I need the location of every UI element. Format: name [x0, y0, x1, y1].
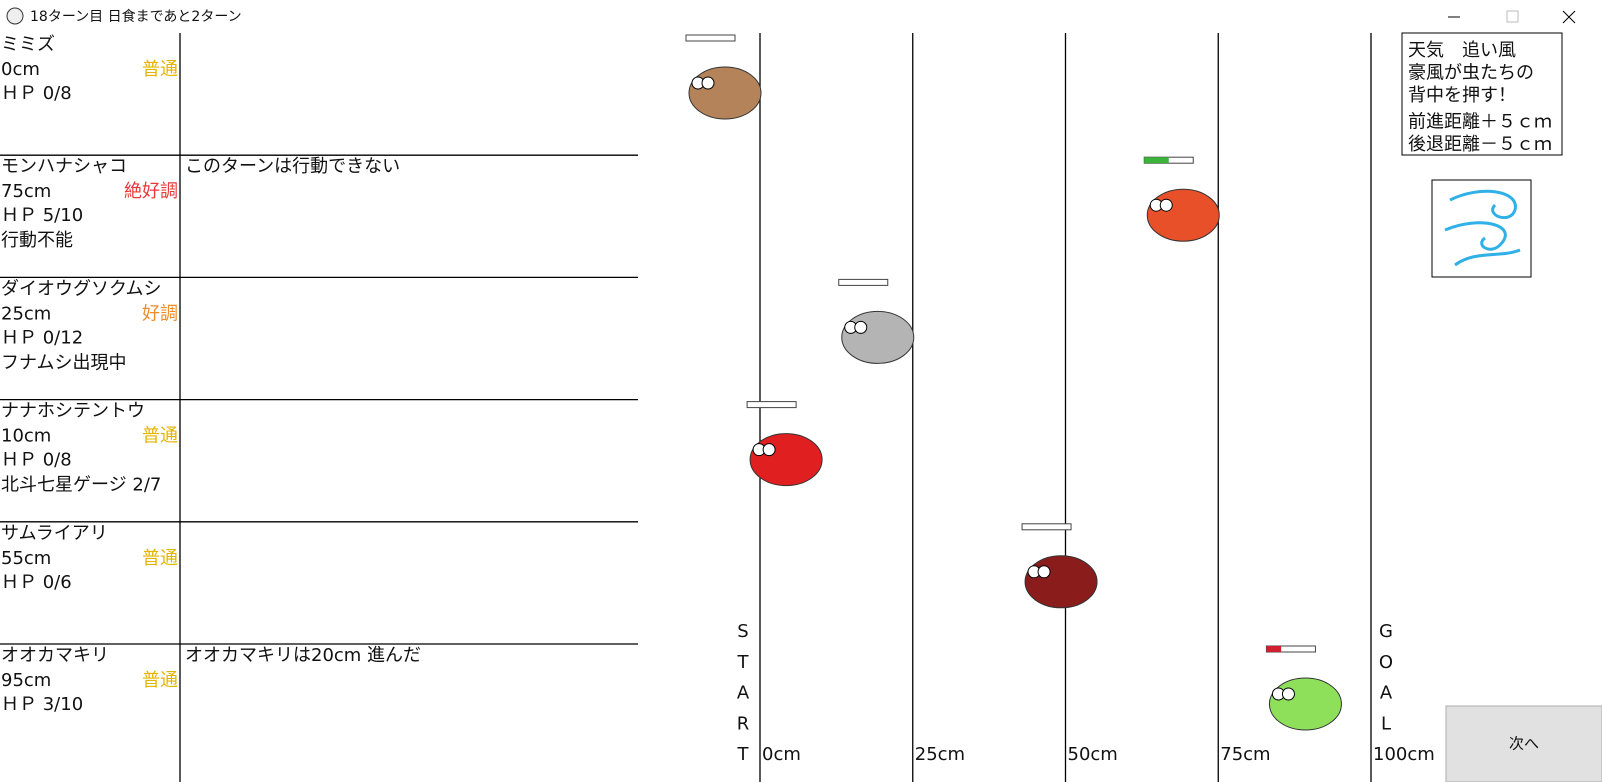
insect-name: ダイオウグソクムシ — [1, 278, 162, 299]
insect-hp: ＨＰ 0/8 — [1, 450, 72, 471]
insect-status: 行動不能 — [1, 230, 73, 251]
hp-bar-frame — [685, 34, 736, 42]
close-button[interactable] — [1562, 10, 1576, 24]
track-tick-label: 25cm — [915, 744, 965, 765]
insect-name: オオカマキリ — [1, 645, 109, 666]
hp-bar-frame — [746, 401, 797, 409]
track-tick-label: 100cm — [1373, 744, 1435, 765]
hp-bar — [1144, 157, 1169, 164]
start-letter: S — [737, 621, 748, 642]
insect-condition: 普通 — [142, 670, 178, 691]
insect-eye — [762, 443, 776, 457]
insect-condition: 好調 — [142, 303, 178, 324]
insect-position: 0cm — [1, 59, 40, 80]
insect-sprite — [688, 66, 762, 120]
weather-text: 後退距離－５ｃｍ — [1408, 134, 1552, 155]
insect-name: ナナホシテントウ — [1, 401, 145, 422]
insect-position: 95cm — [1, 670, 51, 691]
insect-hp: ＨＰ 0/6 — [1, 572, 72, 593]
insect-name: モンハナシャコ — [1, 156, 127, 177]
hp-bar — [1266, 646, 1282, 652]
track-tick-label: 50cm — [1068, 744, 1118, 765]
maximize-button[interactable] — [1506, 10, 1519, 23]
weather-text: 豪風が虫たちの — [1408, 63, 1534, 84]
insect-hp: ＨＰ 0/8 — [1, 83, 72, 104]
insect-sprite — [841, 310, 915, 364]
insect-name: サムライアリ — [1, 523, 108, 544]
wind-icon — [1444, 189, 1521, 267]
start-letter: A — [737, 683, 750, 704]
insect-hp: ＨＰ 5/10 — [1, 205, 83, 226]
insect-eye — [1159, 198, 1173, 212]
goal-letter: L — [1381, 713, 1391, 734]
insect-status: フナムシ出現中 — [1, 352, 126, 373]
insect-condition: 普通 — [142, 548, 178, 569]
insect-position: 10cm — [1, 426, 51, 447]
hp-bar-frame — [1021, 523, 1072, 531]
insect-sprite — [1024, 555, 1098, 609]
window-title: 18ターン目 日食まであと2ターン — [30, 8, 242, 25]
track-tick-label: 75cm — [1220, 744, 1270, 765]
goal-letter: O — [1379, 652, 1393, 673]
action-message: オオカマキリは20cm 進んだ — [185, 645, 421, 666]
insect-eye — [854, 320, 868, 334]
start-letter: T — [737, 744, 750, 765]
hp-bar-frame — [838, 278, 889, 286]
insect-eye — [1281, 687, 1295, 701]
insect-sprite — [1146, 188, 1220, 242]
insect-position: 75cm — [1, 181, 51, 202]
weather-box — [1401, 32, 1563, 156]
insect-eye — [701, 76, 715, 90]
insect-sprite — [749, 433, 823, 487]
insect-position: 55cm — [1, 548, 51, 569]
goal-letter: G — [1379, 621, 1393, 642]
insect-condition: 絶好調 — [124, 181, 178, 202]
app-icon — [6, 7, 24, 25]
start-letter: T — [737, 652, 750, 673]
goal-letter: A — [1380, 683, 1393, 704]
insect-condition: 普通 — [142, 426, 178, 447]
insect-status: 北斗七星ゲージ 2/7 — [1, 475, 161, 496]
weather-text: 天気 追い風 — [1408, 40, 1516, 61]
insect-eye — [1037, 565, 1051, 579]
next-button[interactable] — [1445, 705, 1602, 782]
insect-sprite — [1268, 677, 1342, 731]
insect-position: 25cm — [1, 303, 51, 324]
next-button-label[interactable]: 次へ — [1509, 735, 1539, 753]
insect-name: ミミズ — [1, 34, 55, 55]
insect-hp: ＨＰ 3/10 — [1, 694, 83, 715]
action-message: このターンは行動できない — [185, 156, 400, 177]
weather-text: 前進距離＋５ｃｍ — [1408, 112, 1552, 133]
insect-hp: ＨＰ 0/12 — [1, 327, 83, 348]
track-tick-label: 0cm — [762, 744, 801, 765]
start-letter: R — [737, 713, 750, 734]
weather-text: 背中を押す！ — [1408, 85, 1516, 106]
insect-condition: 普通 — [142, 59, 178, 80]
